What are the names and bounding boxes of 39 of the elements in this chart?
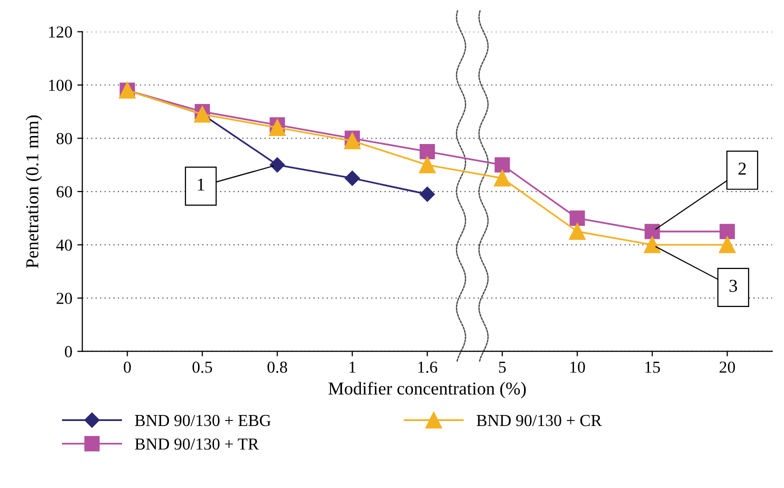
x-tick-label: 5 xyxy=(499,362,506,373)
y-axis-title: Penetration (0.1 mm) xyxy=(26,115,42,268)
y-tick-label: 80 xyxy=(56,132,72,144)
y-tick-label: 60 xyxy=(56,186,72,198)
x-tick-label: 20 xyxy=(720,362,735,373)
point xyxy=(344,132,361,150)
x-tick-label: 0 xyxy=(124,362,131,373)
x-tick-label: 15 xyxy=(645,362,660,373)
annotation: 1 xyxy=(198,178,204,191)
point xyxy=(718,236,736,254)
point xyxy=(420,186,435,202)
x-tick-label: 0.5 xyxy=(192,362,212,373)
x-tick-label: 0.8 xyxy=(268,362,288,373)
x-axis-title: Modifier concentration (%) xyxy=(328,382,526,398)
x-tick-label: 10 xyxy=(570,362,585,373)
point xyxy=(494,170,511,187)
point xyxy=(644,224,660,240)
point xyxy=(720,224,735,240)
y-tick-label: 40 xyxy=(56,240,72,251)
point xyxy=(420,144,435,160)
point xyxy=(268,119,286,136)
y-tick-label: 100 xyxy=(49,80,72,91)
point xyxy=(344,170,360,186)
x-tick-label: 1 xyxy=(350,362,356,373)
y-tick-label: 0 xyxy=(64,346,72,358)
annotation: 2 xyxy=(738,162,746,175)
legend-label: BND 90/130 + CR xyxy=(476,414,602,426)
point xyxy=(644,236,661,254)
y-tick-label: 120 xyxy=(49,26,72,38)
point xyxy=(418,156,436,174)
legend-label: BND 90/130 + TR xyxy=(134,438,259,450)
point xyxy=(270,157,285,172)
annotation: 3 xyxy=(730,280,738,292)
legend-label: BND 90/130 + EBG xyxy=(134,414,271,426)
x-tick-label: 1.6 xyxy=(418,362,438,373)
point xyxy=(494,157,510,173)
point xyxy=(570,210,585,226)
point xyxy=(568,223,586,240)
y-tick-label: 20 xyxy=(56,292,72,304)
